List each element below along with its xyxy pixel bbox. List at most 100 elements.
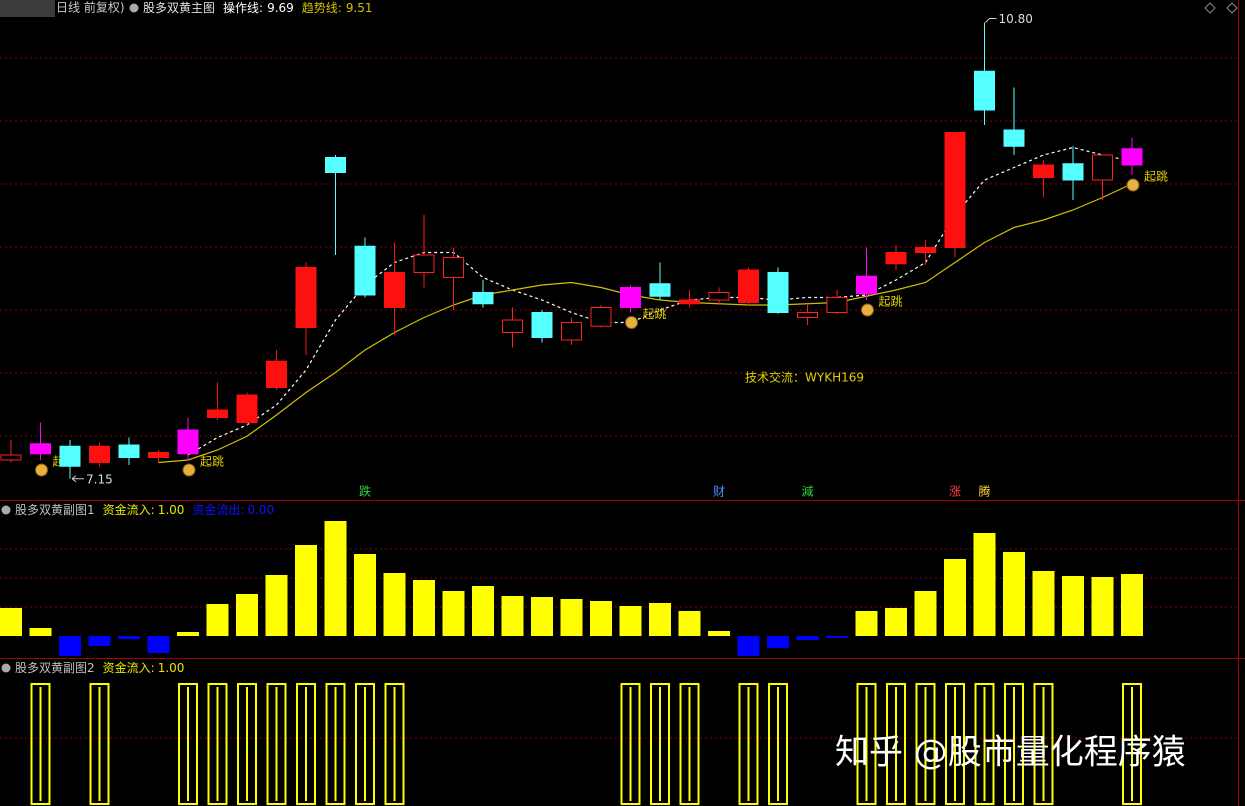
bar: [177, 632, 199, 636]
bar: [501, 596, 524, 636]
bar: [147, 636, 170, 653]
bar: [296, 683, 316, 805]
header-text: 股多双黄副图2: [15, 661, 95, 675]
blurred-stock-name: [0, 0, 55, 17]
panel-icon[interactable]: [1204, 2, 1216, 14]
bar: [1122, 683, 1142, 805]
header-text: 0.00: [247, 503, 274, 517]
indicator-line: [187, 146, 1133, 456]
bar: [384, 683, 405, 805]
candle-body: [944, 132, 966, 248]
bar: [325, 683, 346, 805]
candle-body: [502, 319, 523, 333]
panel-toggle: [1, 663, 11, 673]
bar-outline: [974, 683, 995, 805]
bar-outline: [325, 683, 346, 805]
panel-header: 股多双黄副图2 资金流入: 1.00: [15, 660, 184, 675]
bar: [767, 636, 789, 648]
bar: [355, 683, 375, 805]
bar: [295, 545, 317, 636]
bar: [826, 636, 848, 638]
bar-outline: [886, 683, 906, 805]
candle-body: [649, 283, 671, 297]
candle-body: [207, 409, 228, 418]
panel-icon[interactable]: [1226, 2, 1238, 14]
bar: [383, 573, 406, 636]
signal-icon: [1126, 178, 1140, 192]
bar: [88, 636, 111, 646]
bar-outline: [89, 683, 110, 805]
candle-body: [1121, 148, 1143, 166]
bar: [207, 683, 228, 805]
bar-outline: [620, 683, 641, 805]
bar: [413, 580, 435, 636]
bar: [856, 683, 877, 805]
candle-body: [266, 360, 287, 388]
event-label: 财: [713, 485, 725, 499]
header-text: 资金流入:: [103, 660, 155, 675]
max-label: 10.80: [999, 12, 1033, 26]
signal-label: 起跳: [643, 307, 667, 321]
min-pointer: [71, 475, 84, 483]
bar: [796, 636, 819, 640]
bar: [30, 683, 51, 805]
bar-outline: [30, 683, 51, 805]
event-label: 腾: [978, 484, 990, 499]
candle-body: [974, 70, 995, 111]
signal-label: 起跳: [200, 455, 224, 469]
bar: [914, 591, 937, 636]
candle-body: [413, 254, 435, 273]
bar: [620, 683, 641, 805]
candle-body: [177, 429, 199, 455]
bar-outline: [207, 683, 228, 805]
bar: [59, 636, 81, 656]
candle-body: [59, 445, 81, 467]
bar: [649, 603, 671, 636]
candle-body: [561, 322, 582, 341]
bar: [29, 628, 52, 636]
header-text: 1.00: [158, 503, 185, 517]
bar: [178, 683, 198, 805]
signal-label: 起跳: [1144, 170, 1168, 184]
bar: [945, 683, 965, 805]
bar: [354, 554, 376, 636]
event-label: 減: [801, 484, 813, 499]
header-text: 趋势线:: [302, 1, 342, 15]
header-text: 9.51: [346, 1, 373, 15]
bar-outline: [296, 683, 316, 805]
candle-body: [1003, 129, 1025, 147]
candle-body: [797, 312, 818, 318]
bar-outline: [945, 683, 965, 805]
event-label: 涨: [949, 484, 961, 499]
bar: [266, 683, 287, 805]
bar: [1091, 577, 1114, 636]
candle-body: [620, 287, 641, 308]
bar-outline: [738, 683, 759, 805]
bar: [1032, 571, 1055, 636]
bar: [442, 591, 465, 636]
max-pointer: [985, 18, 997, 23]
bar: [708, 631, 730, 636]
bar: [118, 636, 140, 639]
bar-outline: [650, 683, 670, 805]
bar-outline: [178, 683, 198, 805]
bar-outline: [355, 683, 375, 805]
note: 技术交流：WYKH169: [745, 370, 864, 385]
bar-outline: [915, 683, 936, 805]
chart-subtitle: 日线 前复权): [56, 0, 125, 15]
bar: [0, 608, 22, 636]
bar-outline: [237, 683, 257, 805]
panel-toggle: [1, 505, 11, 515]
bar-outline: [768, 683, 788, 805]
bar-outline: [384, 683, 405, 805]
panel-header: 股多双黄副图1 资金流入: 1.00 资金流出: 0.00: [15, 502, 274, 517]
panel-header: 股多双黄主图 操作线: 9.69 趋势线: 9.51: [143, 0, 373, 15]
bar: [590, 601, 612, 636]
header-text: 资金流出:: [192, 502, 244, 517]
header-text: 股多双黄副图1: [15, 503, 95, 517]
bar: [560, 599, 583, 636]
candle-body: [325, 157, 346, 173]
bar: [324, 521, 347, 636]
bar: [974, 683, 995, 805]
